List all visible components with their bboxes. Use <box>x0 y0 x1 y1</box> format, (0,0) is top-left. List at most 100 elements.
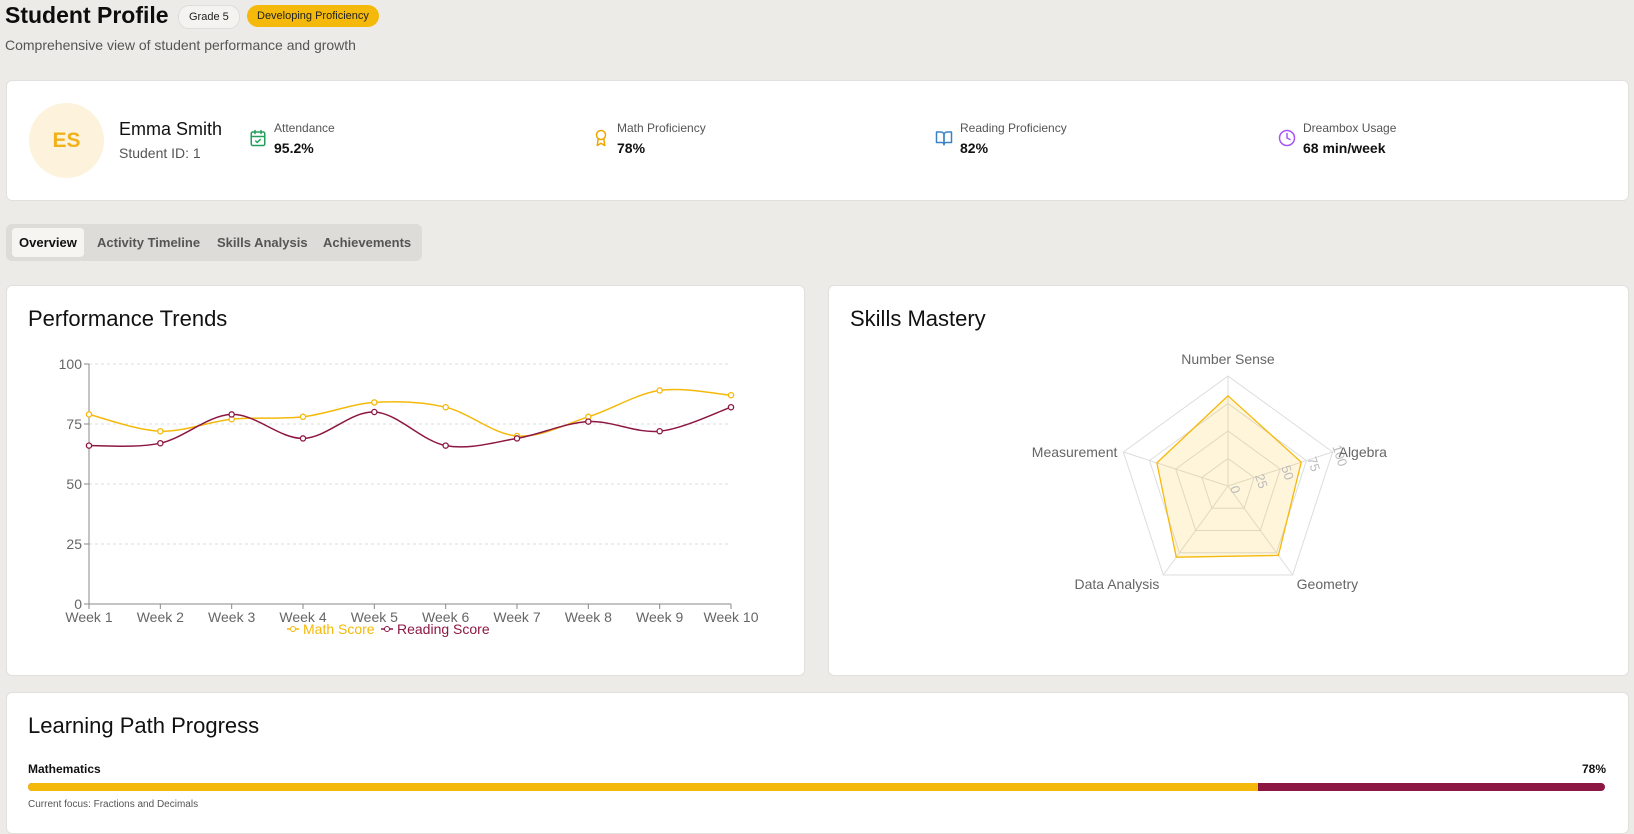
stat-reading-proficiency: Reading Proficiency 82% <box>935 119 1235 159</box>
proficiency-badge: Developing Proficiency <box>247 5 379 27</box>
legend-swatch-marker <box>384 626 390 632</box>
data-point <box>727 403 735 411</box>
progress-bar-fill <box>28 783 1259 791</box>
learning-path-title: Learning Path Progress <box>28 713 260 738</box>
x-tick-label: Week 3 <box>208 609 255 625</box>
x-tick-label: Week 5 <box>351 609 398 625</box>
x-tick-label: Week 4 <box>279 609 326 625</box>
tab-skills-analysis[interactable]: Skills Analysis <box>217 235 308 250</box>
radar-spoke <box>1227 451 1333 487</box>
legend-swatch-marker <box>290 626 296 632</box>
stat-label: Math Proficiency <box>617 121 706 135</box>
tab-activity-timeline[interactable]: Activity Timeline <box>97 235 201 250</box>
stat-label: Attendance <box>274 121 335 135</box>
radar-tick-label: 25 <box>1252 472 1271 490</box>
progress-bar <box>28 783 1605 791</box>
data-point <box>371 408 378 416</box>
data-point <box>442 442 449 449</box>
x-tick-label: Week 8 <box>565 609 612 625</box>
data-point <box>656 427 663 435</box>
data-point <box>585 418 592 425</box>
data-point <box>228 411 235 418</box>
radar-tick-label: 50 <box>1278 463 1297 481</box>
stat-value: 68 min/week <box>1303 140 1386 156</box>
legend-item-reading: Reading Score <box>381 621 490 637</box>
x-tick-label: Week 7 <box>493 609 540 625</box>
series-line-1 <box>88 406 732 448</box>
page-title: Student Profile <box>5 2 169 28</box>
legend-item-math: Math Score <box>287 621 375 637</box>
stat-label: Reading Proficiency <box>960 121 1067 135</box>
radar-axis-label: Geometry <box>1297 576 1358 592</box>
avatar: ES <box>29 103 104 178</box>
legend-label: Math Score <box>303 621 375 637</box>
x-tick-label: Week 6 <box>422 609 469 625</box>
y-tick-label: 25 <box>66 536 82 552</box>
student-summary-card: ES Emma Smith Student ID: 1 Attendance 9… <box>6 80 1629 201</box>
page-subtitle: Comprehensive view of student performanc… <box>5 37 356 53</box>
learning-path-card: Learning Path Progress Mathematics 78% C… <box>6 692 1629 834</box>
skills-radar-chart: 0 25 50 75 100 Number Sense Algebra Geometry Dat… <box>1032 351 1387 592</box>
data-point <box>513 435 521 442</box>
tab-achievements[interactable]: Achievements <box>323 235 412 250</box>
performance-trends-title: Performance Trends <box>28 306 228 331</box>
stat-value: 95.2% <box>274 140 314 156</box>
radar-area <box>1156 394 1302 558</box>
data-point <box>299 413 307 421</box>
calendar-check-icon <box>250 129 266 147</box>
grade-badge: Grade 5 <box>178 5 240 29</box>
progress-focus: Current focus: Fractions and Decimals <box>28 799 199 810</box>
radar-grid-ring <box>1148 402 1308 554</box>
radar-spoke <box>1227 485 1294 576</box>
data-point <box>85 411 93 418</box>
y-tick-label: 100 <box>59 356 83 372</box>
stat-math-proficiency: Math Proficiency 78% <box>592 119 892 159</box>
stat-value: 78% <box>617 140 646 156</box>
radar-grid-ring <box>1201 457 1255 509</box>
progress-subject: Mathematics <box>28 762 101 776</box>
student-name: Emma Smith <box>119 119 223 139</box>
performance-line-chart: 0 25 50 75 100 Week 1 Week 2 Week 3 Week 4 Week 5… <box>59 356 759 637</box>
tab-bar: Overview Activity Timeline Skills Analys… <box>6 224 422 261</box>
data-point <box>157 439 164 447</box>
radar-axis-label: Measurement <box>1032 444 1118 460</box>
radar-spoke <box>1162 485 1229 576</box>
clock-icon <box>1278 129 1296 147</box>
stat-attendance: Attendance 95.2% <box>249 119 549 159</box>
y-tick-label: 0 <box>74 596 82 612</box>
progress-percent: 78% <box>1581 762 1606 776</box>
x-tick-label: Week 1 <box>65 609 112 625</box>
skills-mastery-title: Skills Mastery <box>850 306 986 331</box>
y-tick-label: 50 <box>66 476 82 492</box>
x-tick-label: Week 10 <box>704 609 759 625</box>
y-tick-label: 75 <box>66 416 82 432</box>
data-point <box>442 403 449 411</box>
data-point <box>157 427 164 435</box>
radar-axis-label: Algebra <box>1339 444 1387 460</box>
radar-tick-label: 75 <box>1304 455 1323 473</box>
data-point <box>656 387 663 394</box>
award-icon <box>595 129 607 147</box>
radar-spoke <box>1123 451 1229 487</box>
radar-tick-label: 100 <box>1329 443 1350 468</box>
x-tick-label: Week 9 <box>636 609 683 625</box>
skills-mastery-card: Skills Mastery 0 25 50 75 100 Number Sense Alg… <box>828 285 1629 676</box>
tab-overview[interactable]: Overview <box>12 228 84 257</box>
stat-label: Dreambox Usage <box>1303 121 1397 135</box>
data-point <box>299 435 307 442</box>
data-point <box>85 442 93 449</box>
book-open-icon <box>935 131 953 146</box>
student-id: Student ID: 1 <box>119 145 201 161</box>
radar-axis-label: Data Analysis <box>1075 576 1160 592</box>
stat-value: 82% <box>960 140 989 156</box>
stat-dreambox-usage: Dreambox Usage 68 min/week <box>1278 119 1578 159</box>
radar-tick-label: 0 <box>1227 484 1244 496</box>
radar-grid-ring <box>1122 375 1334 576</box>
data-point <box>371 399 378 406</box>
radar-axis-label: Number Sense <box>1181 351 1275 367</box>
legend-label: Reading Score <box>397 621 490 637</box>
performance-trends-card: Performance Trends 0 25 50 75 100 Week 1 Week … <box>6 285 805 676</box>
data-point <box>727 391 735 399</box>
x-tick-label: Week 2 <box>137 609 184 625</box>
radar-grid-ring <box>1175 430 1281 531</box>
